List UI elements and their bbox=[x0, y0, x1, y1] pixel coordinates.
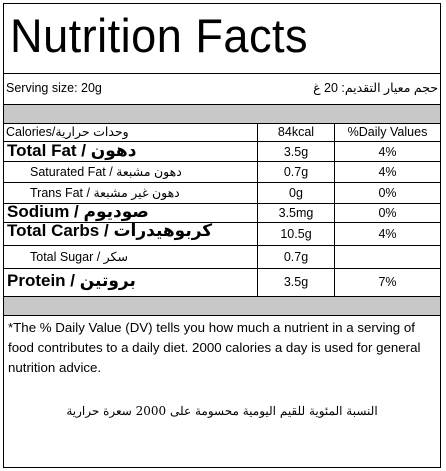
divider bbox=[3, 203, 441, 204]
page-title: Nutrition Facts bbox=[10, 9, 309, 62]
divider bbox=[3, 161, 441, 162]
nutrient-amount: 3.5g bbox=[283, 145, 309, 159]
column-divider bbox=[334, 123, 335, 296]
divider bbox=[3, 182, 441, 183]
nutrient-dv: 0% bbox=[378, 186, 397, 200]
nutrient-name: Sodium / صوديوم bbox=[7, 202, 149, 221]
divider bbox=[3, 315, 441, 316]
calories-label: Calories/وحدات حرارية bbox=[6, 125, 129, 139]
divider bbox=[3, 104, 441, 105]
spacer-row bbox=[4, 105, 440, 123]
footnote-en: *The % Daily Value (DV) tells you how mu… bbox=[8, 320, 421, 375]
nutrient-name: Total Carbs / كربوهيدرات bbox=[7, 221, 213, 240]
spacer-row bbox=[4, 297, 440, 315]
column-divider bbox=[257, 123, 258, 296]
nutrient-dv: 0% bbox=[378, 206, 397, 220]
nutrient-dv: 4% bbox=[378, 165, 397, 179]
nutrient-dv: 4% bbox=[378, 145, 397, 159]
nutrient-amount: 0.7g bbox=[283, 250, 309, 264]
nutrient-name: Total Sugar / سكر bbox=[30, 250, 128, 264]
divider bbox=[3, 73, 441, 74]
footnote-ar: النسبة المئوية للقيم اليومية محسومة على … bbox=[66, 404, 378, 418]
serving-size-ar: حجم معيار التقديم: 20 غ bbox=[313, 81, 438, 95]
daily-values-header: %Daily Values bbox=[347, 125, 428, 139]
nutrition-label bbox=[3, 3, 441, 468]
calories-value: 84kcal bbox=[277, 125, 315, 139]
nutrient-dv: 7% bbox=[378, 275, 397, 289]
nutrient-dv: 4% bbox=[378, 227, 397, 241]
nutrient-name: Total Fat / دهون bbox=[7, 141, 137, 160]
nutrient-amount: 0g bbox=[289, 186, 303, 200]
nutrient-amount: 3.5g bbox=[283, 275, 309, 289]
divider bbox=[3, 141, 441, 142]
divider bbox=[3, 222, 441, 223]
nutrient-amount: 3.5mg bbox=[278, 206, 314, 220]
nutrient-name: Saturated Fat / دهون مشبعة bbox=[30, 165, 182, 179]
nutrient-name: Protein / بروتين bbox=[7, 271, 136, 290]
serving-size-en: Serving size: 20g bbox=[6, 81, 102, 95]
nutrient-amount: 10.5g bbox=[280, 227, 312, 241]
nutrient-name: Trans Fat / دهون غير مشبعة bbox=[30, 186, 180, 200]
nutrient-amount: 0.7g bbox=[283, 165, 309, 179]
divider bbox=[3, 123, 441, 124]
divider bbox=[3, 245, 441, 246]
divider bbox=[3, 296, 441, 297]
divider bbox=[3, 268, 441, 269]
